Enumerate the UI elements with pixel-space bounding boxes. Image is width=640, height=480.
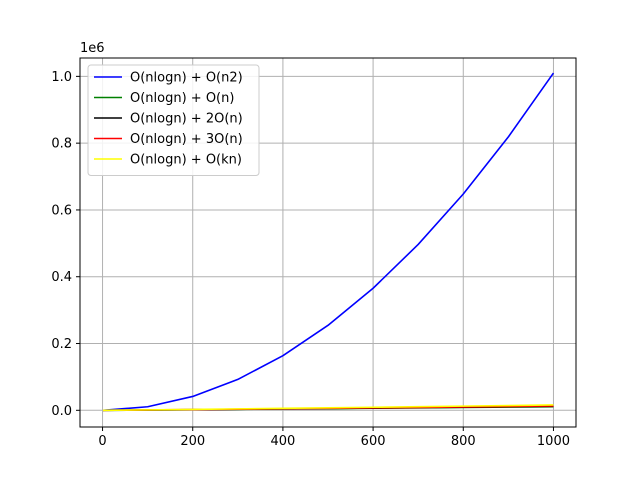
x-axis-ticks: 0 200 400 600 800 1000 xyxy=(98,427,570,449)
y-tick-label: 0.0 xyxy=(51,404,72,419)
legend-label: O(nlogn) + O(n2) xyxy=(130,71,243,86)
legend-label: O(nlogn) + O(kn) xyxy=(130,153,242,168)
x-tick-label: 200 xyxy=(180,434,205,449)
legend: O(nlogn) + O(n2) O(nlogn) + O(n) O(nlogn) … xyxy=(87,64,260,176)
x-tick-label: 800 xyxy=(451,434,476,449)
y-axis-ticks: 0.0 0.2 0.4 0.6 0.8 1.0 xyxy=(51,70,80,419)
series-line-5 xyxy=(102,404,554,412)
y-tick-label: 0.4 xyxy=(51,270,72,285)
grid-lines xyxy=(80,58,576,427)
series-lines xyxy=(102,72,555,412)
legend-box xyxy=(87,64,260,176)
series-line-1 xyxy=(102,72,555,412)
x-tick-label: 1000 xyxy=(537,434,570,449)
legend-label: O(nlogn) + O(n) xyxy=(130,91,234,106)
y-tick-label: 0.6 xyxy=(51,203,72,218)
y-tick-label: 0.8 xyxy=(51,137,72,152)
y-offset-label: 1e6 xyxy=(80,41,105,56)
x-tick-label: 600 xyxy=(361,434,386,449)
legend-label: O(nlogn) + 3O(n) xyxy=(130,132,243,147)
plot-frame xyxy=(79,57,577,428)
x-tick-label: 400 xyxy=(270,434,295,449)
legend-label: O(nlogn) + 2O(n) xyxy=(130,112,243,127)
x-tick-label: 0 xyxy=(98,434,106,449)
y-tick-label: 1.0 xyxy=(51,70,72,85)
y-tick-label: 0.2 xyxy=(51,337,72,352)
